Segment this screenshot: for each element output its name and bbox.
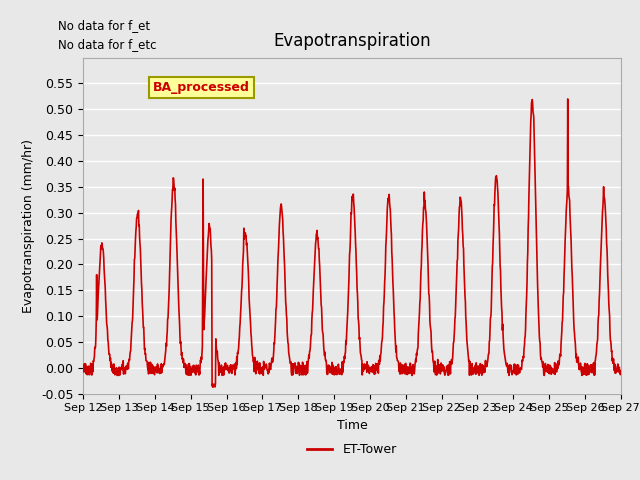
Text: No data for f_et: No data for f_et (58, 19, 150, 32)
Text: BA_processed: BA_processed (153, 81, 250, 94)
Y-axis label: Evapotranspiration (mm/hr): Evapotranspiration (mm/hr) (22, 139, 35, 312)
Text: No data for f_etc: No data for f_etc (58, 38, 156, 51)
X-axis label: Time: Time (337, 419, 367, 432)
Legend: ET-Tower: ET-Tower (302, 438, 402, 461)
Title: Evapotranspiration: Evapotranspiration (273, 33, 431, 50)
